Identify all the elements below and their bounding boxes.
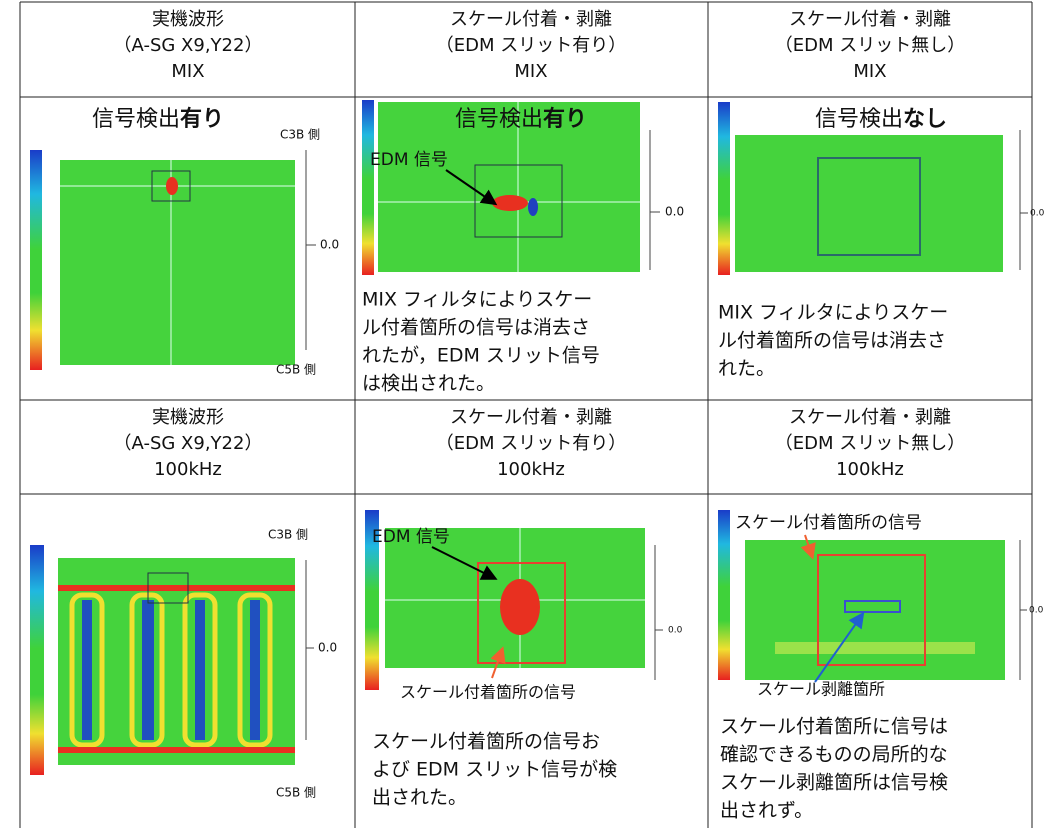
callout: スケール剥離箇所	[757, 680, 885, 699]
header-text: （EDM スリット有り）	[436, 35, 627, 56]
note-line: れた。	[718, 358, 775, 380]
note-line: スケール付着箇所に信号は	[720, 716, 948, 738]
target-box	[817, 554, 926, 666]
header-text: スケール付着・剥離	[450, 9, 612, 30]
header-text: （EDM スリット有り）	[436, 433, 627, 454]
header-row: 実機波形 （A-SG X9,Y22） 100kHz スケール付着・剥離 （EDM…	[114, 407, 966, 480]
header-text: MIX	[853, 61, 886, 82]
signal-map	[378, 102, 640, 272]
callout-arrow	[445, 169, 498, 206]
note-line: よび EDM スリット信号が検	[372, 759, 617, 781]
header-text: スケール付着・剥離	[789, 407, 951, 428]
note-line: れたが，EDM スリット信号	[362, 345, 600, 367]
target-box	[817, 157, 921, 256]
stripe-pattern	[58, 585, 295, 753]
header-text: （EDM スリット無し）	[775, 433, 966, 454]
header-text: （EDM スリット無し）	[775, 35, 966, 56]
header-text: 100kHz	[154, 459, 222, 480]
callout-arrow	[800, 534, 816, 560]
signal-map	[735, 135, 1003, 272]
color-bar	[30, 150, 42, 370]
callout-arrow	[431, 546, 498, 580]
note-line: は検出された。	[362, 373, 495, 395]
target-box	[474, 164, 563, 238]
note-line: 出された。	[372, 787, 467, 809]
note-line: 出されず。	[720, 800, 813, 822]
axis-label: 0.0	[320, 238, 339, 252]
heading-part: 有り	[543, 106, 587, 132]
header-text: スケール付着・剥離	[450, 407, 612, 428]
note-line: ル付着箇所の信号は消去さ	[718, 330, 946, 352]
signal-band	[775, 642, 975, 654]
heading-part: 信号検出	[455, 107, 543, 132]
khz-edm-cell: EDM 信号 0.0 スケール付着箇所の信号 スケール付着箇所の信号お よび E…	[365, 510, 683, 809]
bottom-label: C5B 側	[276, 786, 316, 800]
axis-label: 0.0	[318, 641, 337, 655]
target-box	[147, 572, 189, 604]
peel-box	[844, 600, 901, 613]
callout-arrow	[814, 611, 865, 683]
bottom-label: C5B 側	[276, 363, 316, 377]
khz-real-cell: C3B 側 0.0 C5B 側	[30, 528, 337, 800]
heading-part: 信号検出	[92, 107, 180, 132]
color-bar	[718, 510, 730, 680]
note-line: スケール付着箇所の信号お	[372, 731, 600, 753]
header-text: MIX	[171, 61, 204, 82]
header-row: 実機波形 （A-SG X9,Y22） MIX スケール付着・剥離 （EDM スリ…	[114, 9, 966, 82]
signal-map	[745, 540, 1005, 680]
target-box	[151, 170, 191, 202]
callout: EDM 信号	[372, 527, 450, 547]
color-bar	[362, 100, 374, 275]
top-label: C3B 側	[280, 128, 320, 142]
axis-label: 0.0	[1030, 209, 1045, 219]
header-text: 実機波形	[152, 9, 224, 30]
callout: スケール付着箇所の信号	[735, 513, 922, 533]
axis-label: 0.0	[668, 626, 683, 636]
target-box	[477, 562, 566, 664]
note-line: スケール剥離箇所は信号検	[720, 772, 948, 794]
khz-no-edm-cell: スケール付着箇所の信号 0.0 スケール剥離箇所 スケール付着箇所に信号は 確認…	[718, 510, 1044, 822]
heading-part: 信号検出	[815, 107, 903, 132]
signal-spot	[492, 195, 528, 211]
header-text: 100kHz	[836, 459, 904, 480]
note-line: MIX フィルタによりスケー	[718, 302, 948, 324]
callout-arrow	[490, 646, 506, 679]
cell-heading: 信号検出なし	[815, 107, 947, 132]
callout: スケール付着箇所の信号	[400, 683, 576, 702]
header-text: （A-SG X9,Y22）	[114, 433, 263, 454]
callout: EDM 信号	[370, 150, 448, 170]
color-bar	[30, 545, 44, 775]
signal-spot	[166, 177, 178, 195]
header-text: スケール付着・剥離	[789, 9, 951, 30]
header-text: 100kHz	[497, 459, 565, 480]
heading-part: 有り	[180, 106, 224, 132]
note-line: 確認できるものの局所的な	[720, 744, 948, 766]
color-bar	[718, 102, 730, 275]
signal-spot	[528, 198, 538, 216]
mix-no-edm-cell: 信号検出なし 0.0 MIX フィルタによりスケー ル付着箇所の信号は消去さ れ…	[718, 102, 1045, 380]
axis-label: 0.0	[1029, 606, 1044, 616]
mix-real-cell: 信号検出有り C3B 側 0.0 C5B 側	[30, 106, 339, 377]
axis-label: 0.0	[665, 205, 684, 219]
signal-map	[60, 160, 295, 365]
cell-heading: 信号検出有り	[92, 106, 224, 132]
header-text: （A-SG X9,Y22）	[114, 35, 263, 56]
signal-spot	[500, 579, 540, 635]
cell-heading: 信号検出有り	[455, 106, 587, 132]
top-label: C3B 側	[268, 528, 308, 542]
note-line: MIX フィルタによりスケー	[362, 289, 592, 311]
heading-part: なし	[903, 107, 947, 132]
header-text: 実機波形	[152, 407, 224, 428]
header-text: MIX	[514, 61, 547, 82]
note-line: ル付着箇所の信号は消去さ	[362, 317, 590, 339]
table-grid	[19, 1, 1033, 828]
color-bar	[365, 510, 379, 690]
mix-edm-cell: 信号検出有り EDM 信号 0.0 MIX フィルタによりスケー ル付着箇所の信…	[362, 100, 684, 395]
